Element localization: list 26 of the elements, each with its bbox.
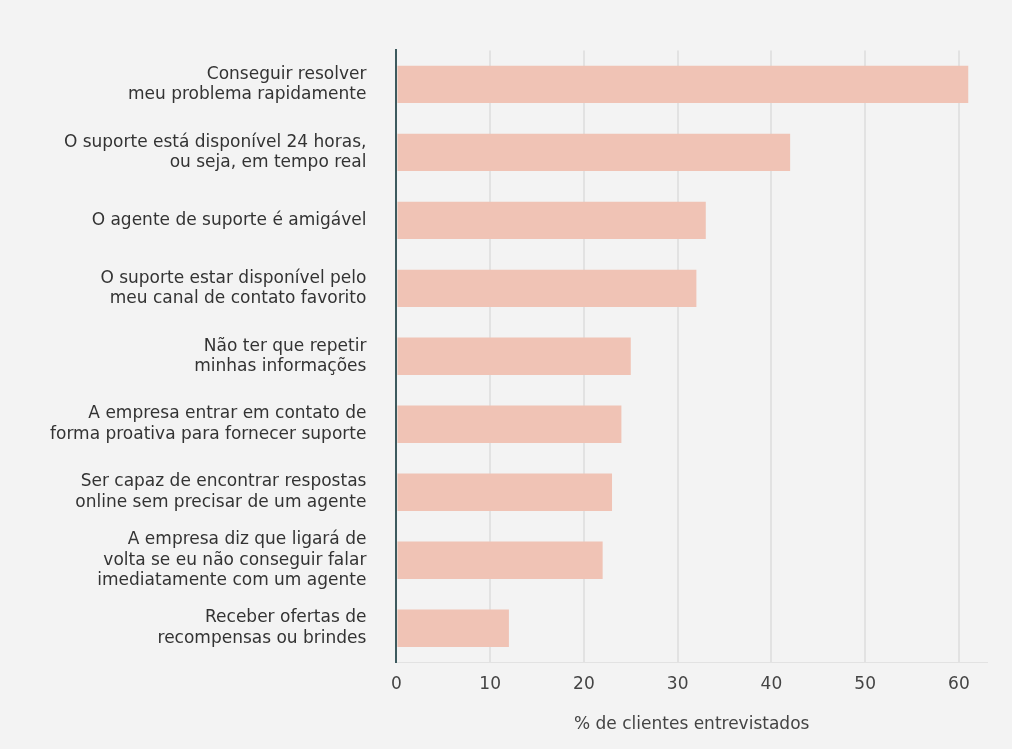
bar: [397, 269, 697, 308]
bar: [397, 337, 631, 375]
bar: [397, 133, 791, 172]
bar: [397, 405, 622, 443]
bar: [397, 609, 509, 647]
y-tick-label: O suporte estar disponível pelo meu canal de contato favorito: [100, 266, 367, 307]
y-tick-label: O agente de suporte é amigável: [91, 208, 367, 229]
y-tick-label: Ser capaz de encontrar respostas online sem precisar de um agente: [75, 470, 367, 511]
x-tick-label: 30: [666, 672, 689, 693]
x-tick-label: 20: [573, 672, 595, 693]
x-axis-title: % de clientes entrevistados: [574, 713, 810, 734]
y-tick-label: A empresa diz que ligará de volta se eu não conseguir falar imediatamente com um agente: [97, 528, 367, 590]
y-tick-label: A empresa entrar em contato de forma proativa para fornecer suporte: [50, 402, 367, 443]
bar: [397, 65, 969, 104]
bar: [397, 201, 706, 240]
x-tick-label: 40: [760, 672, 783, 693]
x-tick-label: 10: [479, 672, 501, 693]
x-tick-label: 60: [948, 672, 970, 693]
x-tick-label: 0: [391, 672, 402, 693]
x-tick-label: 50: [854, 672, 876, 693]
y-tick-label: O suporte está disponível 24 horas, ou seja, em tempo real: [63, 130, 367, 171]
y-tick-label: Não ter que repetir minhas informações: [194, 334, 367, 375]
y-tick-label: Receber ofertas de recompensas ou brindes: [157, 606, 367, 647]
bar: [397, 541, 603, 579]
y-tick-label: Conseguir resolver meu problema rapidamente: [128, 62, 367, 104]
bar: [397, 473, 613, 511]
